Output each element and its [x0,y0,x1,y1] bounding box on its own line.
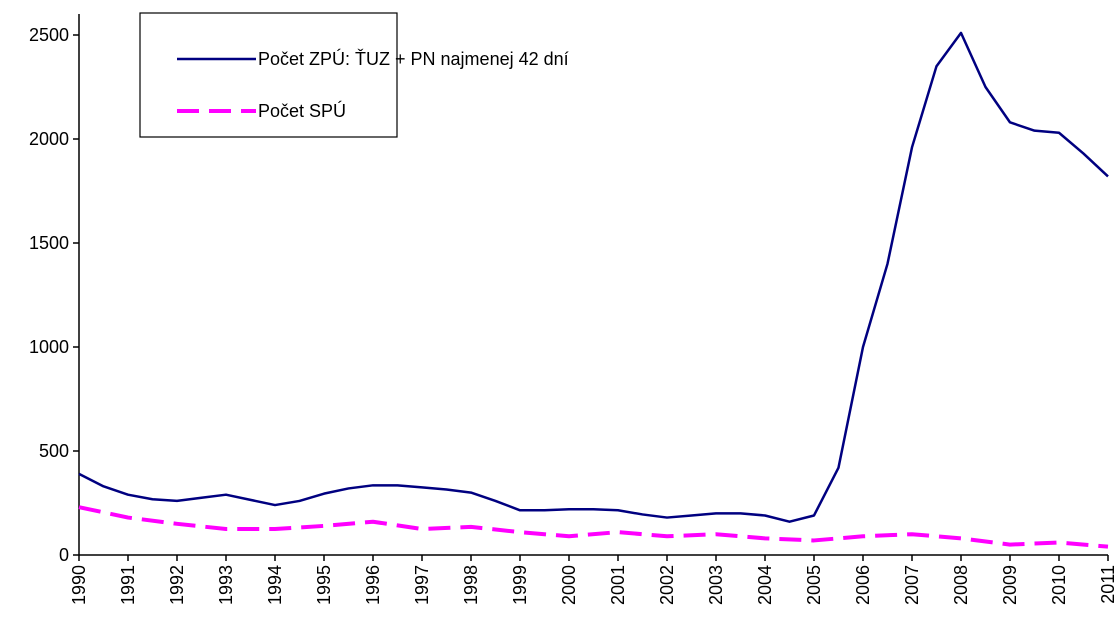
x-tick-label: 2004 [755,565,775,605]
legend-box [139,12,398,138]
x-tick-label: 2003 [706,565,726,605]
x-tick-label: 1991 [118,565,138,605]
y-tick-label: 2000 [29,129,69,149]
x-tick-label: 1998 [461,565,481,605]
x-tick-label: 2000 [559,565,579,605]
x-tick-label: 1994 [265,565,285,605]
series-line [78,31,1109,523]
x-tick-label: 2005 [804,565,824,605]
legend-label: Počet SPÚ [258,100,346,121]
x-tick-label: 2008 [951,565,971,605]
x-tick-label: 1996 [363,565,383,605]
x-tick-label: 2006 [853,565,873,605]
y-tick-label: 1000 [29,337,69,357]
x-tick-label: 2001 [608,565,628,605]
x-tick-label: 1995 [314,565,334,605]
x-tick-label: 1997 [412,565,432,605]
x-tick-label: 2010 [1049,565,1069,605]
x-tick-label: 2002 [657,565,677,605]
x-tick-label: 2007 [902,565,922,605]
x-tick-label: 1999 [510,565,530,605]
x-tick-label: 2011 [1098,565,1118,604]
x-tick-label: 1993 [216,565,236,605]
y-tick-label: 1500 [29,233,69,253]
y-tick-label: 2500 [29,25,69,45]
y-tick-label: 500 [39,441,69,461]
x-tick-label: 1990 [69,565,89,605]
legend-label: Počet ZPÚ: ŤUZ + PN najmenej 42 dní [258,48,569,69]
series-line [78,505,1109,549]
x-tick-label: 1992 [167,565,187,605]
y-tick-label: 0 [59,545,69,565]
x-tick-label: 2009 [1000,565,1020,605]
